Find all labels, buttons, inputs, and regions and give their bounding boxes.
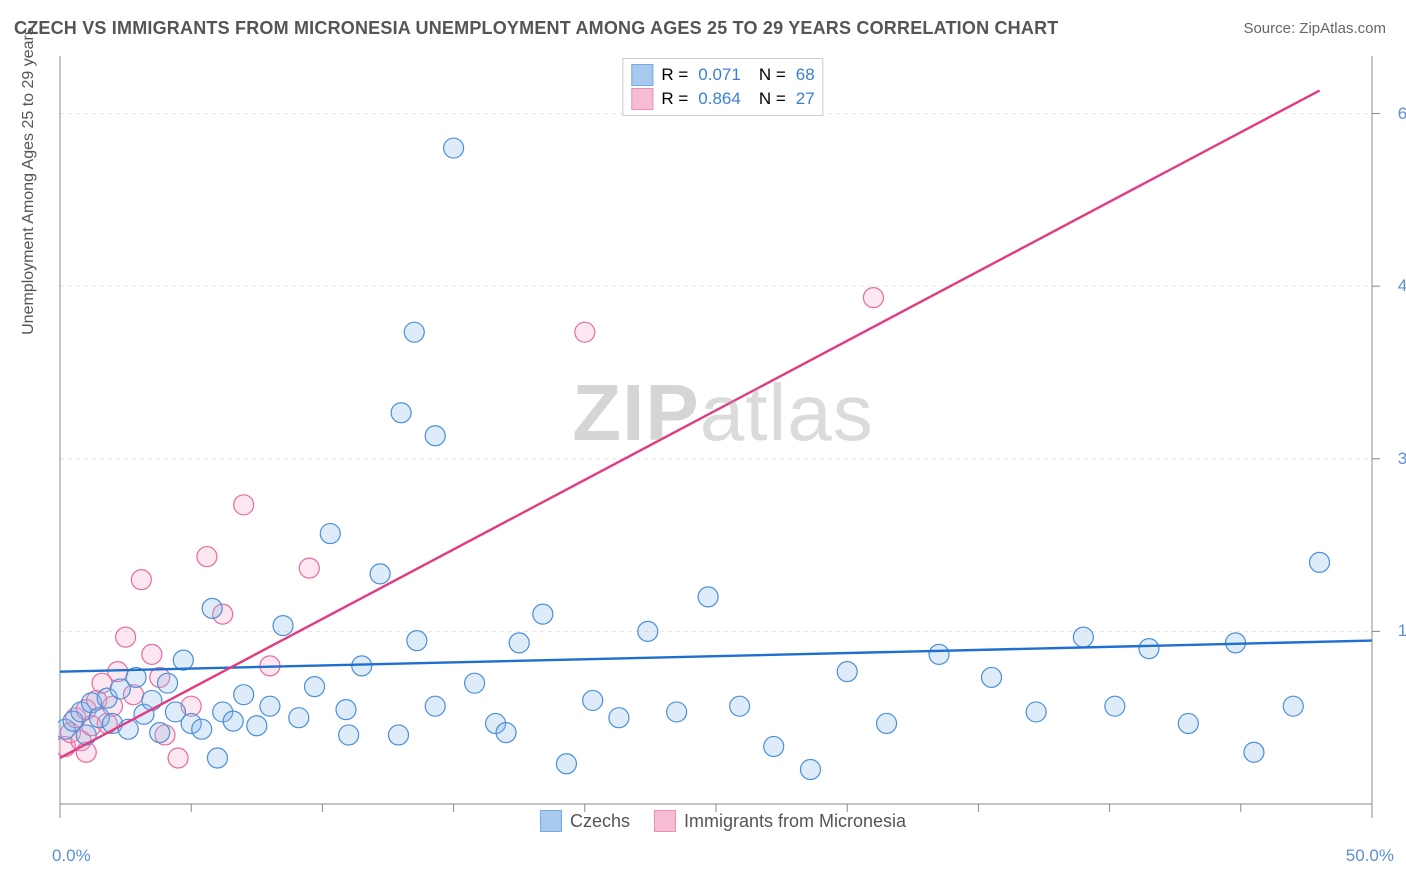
y-axis-label: Unemployment Among Ages 25 to 29 years bbox=[20, 0, 38, 431]
scatter-plot-svg bbox=[58, 50, 1388, 840]
swatch-czechs bbox=[631, 64, 653, 86]
source-attribution: Source: ZipAtlas.com bbox=[1243, 20, 1386, 37]
n-label: N = bbox=[759, 63, 786, 87]
plot-area: ZIPatlas R = 0.071 N = 68 R = 0.864 N = … bbox=[58, 50, 1388, 840]
y-axis-tick-15: 15.0% bbox=[1391, 621, 1406, 641]
x-axis-tick-end: 50.0% bbox=[1346, 846, 1394, 866]
swatch-icon bbox=[540, 810, 562, 832]
r-value-czechs: 0.071 bbox=[698, 63, 741, 87]
correlation-legend: R = 0.071 N = 68 R = 0.864 N = 27 bbox=[622, 58, 823, 116]
n-value-micronesia: 27 bbox=[796, 87, 815, 111]
r-label: R = bbox=[661, 87, 688, 111]
legend-item-micronesia: Immigrants from Micronesia bbox=[654, 810, 906, 832]
y-axis-tick-60: 60.0% bbox=[1391, 104, 1406, 124]
legend-row-czechs: R = 0.071 N = 68 bbox=[631, 63, 814, 87]
swatch-micronesia bbox=[631, 88, 653, 110]
chart-title: CZECH VS IMMIGRANTS FROM MICRONESIA UNEM… bbox=[14, 18, 1058, 39]
n-label: N = bbox=[759, 87, 786, 111]
r-value-micronesia: 0.864 bbox=[698, 87, 741, 111]
legend-label-czechs: Czechs bbox=[570, 811, 630, 832]
n-value-czechs: 68 bbox=[796, 63, 815, 87]
swatch-icon bbox=[654, 810, 676, 832]
series-legend: Czechs Immigrants from Micronesia bbox=[540, 810, 906, 832]
r-label: R = bbox=[661, 63, 688, 87]
x-axis-tick-start: 0.0% bbox=[52, 846, 91, 866]
y-axis-tick-30: 30.0% bbox=[1391, 449, 1406, 469]
legend-label-micronesia: Immigrants from Micronesia bbox=[684, 811, 906, 832]
legend-row-micronesia: R = 0.864 N = 27 bbox=[631, 87, 814, 111]
y-axis-tick-45: 45.0% bbox=[1391, 276, 1406, 296]
legend-item-czechs: Czechs bbox=[540, 810, 630, 832]
